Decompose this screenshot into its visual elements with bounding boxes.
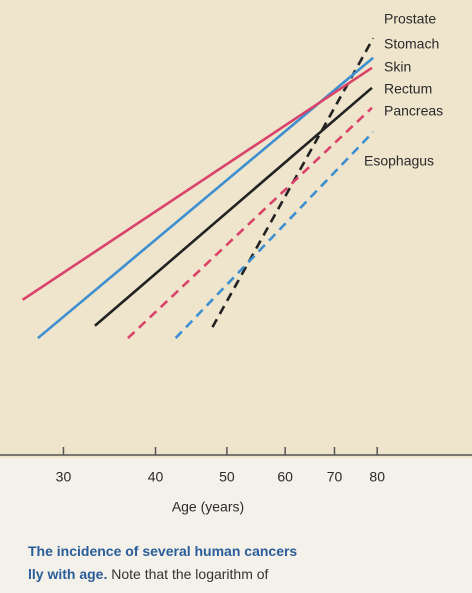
legend-label: Rectum [384, 81, 432, 97]
x-tick-label: 60 [277, 469, 293, 485]
legend-label: Pancreas [384, 103, 443, 119]
series-line [127, 106, 373, 340]
series-line [174, 131, 375, 339]
series-line [94, 86, 373, 327]
x-tick-label: 40 [148, 469, 164, 485]
legend-label: Stomach [384, 36, 439, 52]
legend-label: Esophagus [364, 153, 434, 169]
legend-label: Skin [384, 59, 411, 75]
x-tick-label: 80 [369, 469, 385, 485]
caption-line: The incidence of several human cancers [28, 543, 297, 559]
series-line [21, 66, 373, 301]
caption-text: Note that the logarithm of [107, 566, 269, 582]
plot-background [0, 0, 472, 458]
caption-bold: The incidence of several human cancers [28, 543, 298, 559]
x-tick-label: 50 [219, 469, 235, 485]
chart: Age (years) 30 40 50 60 70 80 Prostate Stomach S… [0, 0, 472, 515]
caption-bold: lly with age. [28, 566, 108, 582]
x-tick-label: 30 [56, 469, 72, 485]
legend-label: Prostate [384, 11, 436, 27]
x-tick-label: 70 [327, 469, 343, 485]
caption-line: lly with age. Note that the logarithm of [28, 566, 268, 582]
x-axis-label: Age (years) [172, 499, 244, 515]
